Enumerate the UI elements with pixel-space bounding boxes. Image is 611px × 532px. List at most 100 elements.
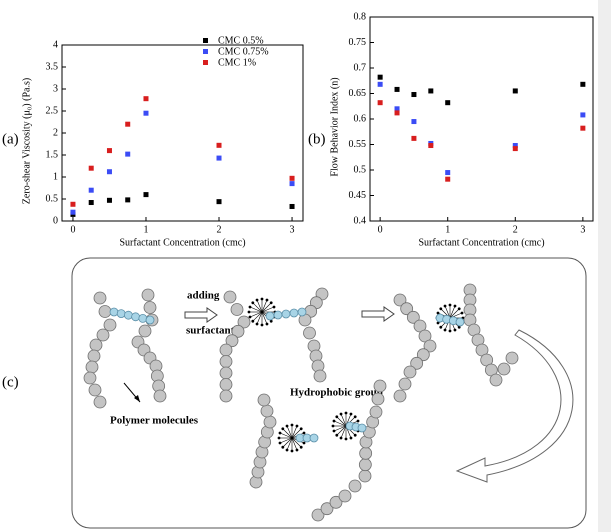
x-tick-label: 3: [580, 224, 585, 235]
surfactant-tail: [253, 311, 263, 321]
y-axis-label: Flow Behavior Index (n): [329, 77, 340, 176]
surfactant-head: [299, 445, 303, 449]
panel-label: (c): [2, 374, 19, 390]
surfactant-tail: [341, 425, 347, 438]
marker: [143, 96, 149, 102]
plot-frame: [369, 16, 594, 222]
surfactant-head: [349, 412, 353, 416]
surfactant-head: [335, 415, 339, 419]
surfactant-tail: [257, 311, 263, 324]
bead: [98, 305, 112, 318]
surfactant-head: [269, 301, 273, 305]
surfactant-tail: [257, 300, 263, 313]
surfactant-tail: [337, 417, 347, 427]
bead: [88, 383, 102, 397]
diagram-drawing: [83, 283, 574, 522]
marker: [428, 88, 434, 94]
bead: [373, 379, 387, 393]
y-tick-label: 0.55: [349, 139, 367, 150]
x-axis-label: Surfactant Concentration (cmc): [119, 237, 245, 248]
bead: [309, 433, 319, 443]
surfactant-head: [255, 322, 259, 326]
surfactant-tail: [250, 307, 263, 313]
y-tick-label: 1.5: [46, 149, 59, 160]
surfactant-head: [277, 436, 281, 440]
marker: [216, 155, 222, 161]
marker: [125, 197, 131, 203]
surfactant-tail: [334, 425, 347, 431]
bead: [313, 369, 327, 383]
marker: [411, 135, 417, 141]
bead: [138, 313, 148, 323]
marker: [512, 88, 518, 94]
surfactant-head: [278, 441, 282, 445]
plot-frame: [61, 44, 304, 222]
surfactant-head: [299, 427, 303, 431]
bead: [393, 293, 407, 307]
surfactant-tail: [291, 437, 301, 447]
bead: [371, 392, 385, 406]
marker: [445, 100, 451, 106]
bead: [89, 338, 103, 352]
legend-label: CMC 0.75%: [218, 46, 269, 57]
bead: [497, 362, 511, 376]
surfactant-head: [260, 297, 264, 301]
y-tick-label: 0.5: [46, 193, 59, 204]
x-tick-label: 0: [378, 224, 383, 235]
bead: [83, 371, 97, 385]
surfactant-tail: [261, 303, 271, 313]
y-tick-label: 2.5: [46, 105, 59, 116]
surfactant-head: [443, 328, 447, 332]
bead: [297, 307, 307, 317]
bead: [311, 508, 325, 522]
bead: [359, 446, 373, 460]
surfactant-tail: [250, 311, 263, 317]
marker: [88, 165, 94, 171]
bead: [393, 389, 407, 403]
bead: [403, 365, 417, 379]
marker: [88, 187, 94, 193]
bead: [219, 355, 233, 368]
bead: [263, 415, 277, 429]
bead: [398, 377, 412, 391]
surfactant-head: [439, 307, 443, 311]
surfactant-head: [448, 303, 452, 307]
surfactant-tail: [341, 414, 347, 427]
surfactant-tail: [291, 437, 297, 450]
y-tick-label: 3: [53, 83, 58, 94]
surfactant-head: [290, 449, 294, 453]
bead: [85, 360, 99, 374]
surfactant-tail: [261, 311, 267, 324]
surfactant-head: [353, 415, 357, 419]
bead: [116, 309, 126, 319]
surfactant-head: [260, 323, 264, 327]
bead: [153, 389, 167, 403]
bead: [505, 351, 519, 365]
bead: [369, 405, 383, 419]
bead: [237, 315, 251, 329]
marker: [394, 106, 400, 112]
y-tick-label: 0.75: [349, 37, 367, 48]
pointer-head: [134, 395, 140, 402]
bead: [320, 502, 334, 516]
y-tick-label: 0.4: [354, 215, 367, 226]
surfactant-tail: [261, 307, 274, 313]
surfactant-head: [281, 445, 285, 449]
step-label: surfactant: [186, 325, 235, 337]
surfactant-head: [281, 427, 285, 431]
y-tick-label: 0.6: [354, 113, 367, 124]
bead: [273, 310, 283, 320]
bead: [303, 326, 316, 340]
surfactant-head: [255, 298, 259, 302]
surfactant-head: [436, 311, 440, 315]
bead: [416, 348, 430, 362]
legend-marker: [203, 49, 208, 54]
bead: [455, 317, 465, 327]
surfactant-head: [443, 304, 447, 308]
surfactant-tail: [449, 309, 459, 319]
surfactant-tail: [287, 426, 293, 439]
y-tick-label: 0.5: [354, 164, 367, 175]
arrow: [361, 306, 395, 322]
x-axis-label: Surfactant Concentration (cmc): [418, 237, 544, 248]
